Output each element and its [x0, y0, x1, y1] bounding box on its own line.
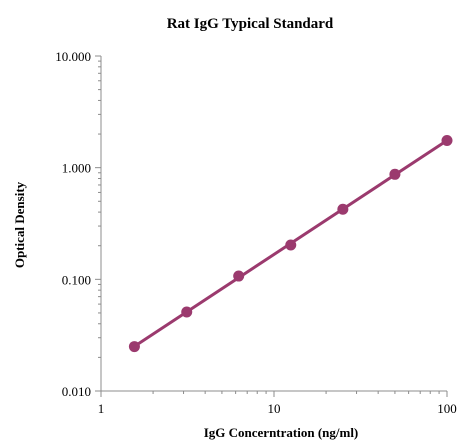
x-axis-label: IgG Concerntration (ng/ml) — [204, 425, 359, 440]
data-point — [441, 135, 453, 147]
y-tick-label: 0.100 — [62, 272, 91, 287]
x-tick-label: 1 — [98, 401, 105, 416]
data-point — [233, 270, 245, 282]
x-tick-label: 100 — [437, 401, 457, 416]
data-point — [128, 341, 140, 353]
plot-area — [128, 135, 453, 353]
data-point — [389, 168, 401, 180]
y-axis-label: Optical Density — [12, 181, 27, 268]
y-tick-label: 0.010 — [62, 384, 91, 399]
data-point — [181, 306, 193, 318]
x-tick-label: 10 — [268, 401, 281, 416]
y-tick-label: 1.000 — [62, 161, 91, 176]
chart-title: Rat IgG Typical Standard — [167, 16, 334, 32]
data-point — [337, 203, 349, 215]
axes: 1 10 100 0.010 0.100 1.000 10.000 — [55, 49, 457, 416]
y-tick-label: 10.000 — [55, 49, 91, 64]
data-point — [285, 239, 297, 251]
